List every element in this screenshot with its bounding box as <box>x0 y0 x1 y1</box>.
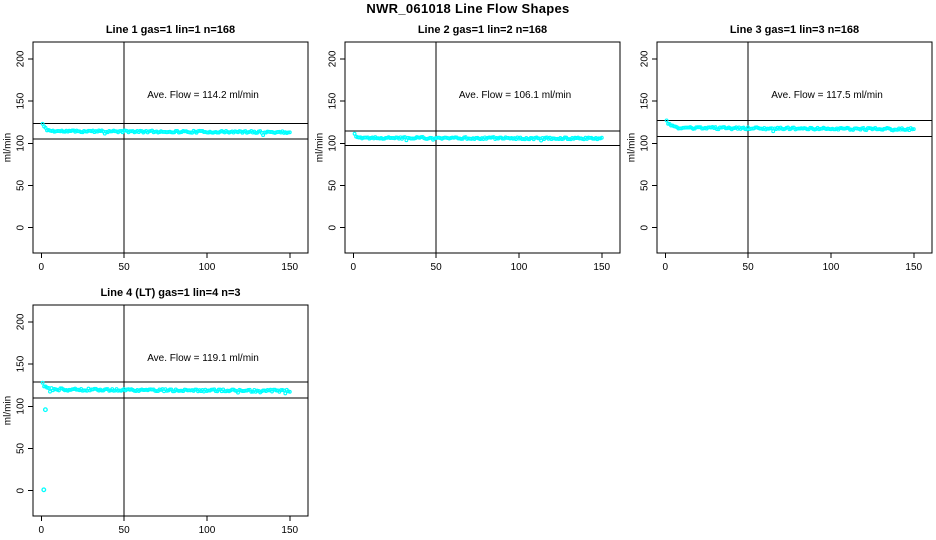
y-tick-label: 150 <box>16 355 27 372</box>
flow-points-line-4-lt <box>40 380 292 493</box>
subplot-title: Line 4 (LT) gas=1 lin=4 n=3 <box>100 287 240 299</box>
ave-flow-annotation: Ave. Flow = 106.1 ml/min <box>459 90 571 101</box>
x-tick-label: 150 <box>593 262 610 273</box>
y-tick-label: 100 <box>16 135 27 152</box>
subplot-line-1: 0 50 100 150 0 50 100 150 200 ml/min Line 1 gas=1 … <box>0 20 312 283</box>
x-tick-label: 150 <box>905 262 922 273</box>
x-tick-label: 150 <box>281 525 298 536</box>
x-tick-label: 50 <box>431 262 443 273</box>
y-tick-label: 0 <box>640 224 651 230</box>
ave-flow-annotation: Ave. Flow = 114.2 ml/min <box>147 90 259 101</box>
x-tick-label: 100 <box>199 525 216 536</box>
plot-box <box>32 41 309 254</box>
y-tick-label: 50 <box>328 179 339 191</box>
y-axis-label: ml/min <box>315 133 326 162</box>
flow-points-line-3 <box>664 118 916 134</box>
plot-svg-line-3: 0 50 100 150 0 50 100 150 200 ml/min Line 3 gas=1 … <box>627 24 933 273</box>
y-tick-label: 100 <box>328 135 339 152</box>
x-tick-label: 0 <box>39 525 45 536</box>
x-tick-label: 50 <box>119 525 131 536</box>
x-tick-label: 50 <box>743 262 755 273</box>
y-tick-label: 150 <box>16 92 27 109</box>
plot-svg-line-2: 0 50 100 150 0 50 100 150 200 ml/min Line 2 gas=1 … <box>315 24 621 273</box>
y-axis-label: ml/min <box>627 133 638 162</box>
y-tick-label: 50 <box>640 179 651 191</box>
plot-box <box>344 41 621 254</box>
x-tick-label: 0 <box>39 262 45 273</box>
y-tick-label: 100 <box>16 398 27 415</box>
y-axis-label: ml/min <box>3 133 14 162</box>
y-tick-label: 200 <box>16 313 27 330</box>
outlier-point <box>42 407 48 413</box>
y-axis-label: ml/min <box>3 396 14 425</box>
y-tick-label: 200 <box>640 50 651 67</box>
x-tick-label: 100 <box>823 262 840 273</box>
plot-svg-line-4-lt: 0 50 100 150 0 50 100 150 200 ml/min Line 4 (LT) g… <box>3 287 309 536</box>
y-tick-label: 0 <box>16 487 27 493</box>
plot-svg-line-1: 0 50 100 150 0 50 100 150 200 ml/min Line 1 gas=1 … <box>3 24 309 273</box>
y-tick-label: 50 <box>16 442 27 454</box>
y-tick-label: 200 <box>16 50 27 67</box>
y-tick-label: 100 <box>640 135 651 152</box>
y-tick-label: 200 <box>328 50 339 67</box>
x-tick-label: 100 <box>511 262 528 273</box>
y-tick-label: 0 <box>16 224 27 230</box>
y-tick-label: 150 <box>640 92 651 109</box>
y-tick-label: 0 <box>328 224 339 230</box>
plot-box <box>656 41 933 254</box>
figure-title: NWR_061018 Line Flow Shapes <box>366 1 570 16</box>
subplot-line-3: 0 50 100 150 0 50 100 150 200 ml/min Line 3 gas=1 … <box>624 20 936 283</box>
subplot-title: Line 1 gas=1 lin=1 n=168 <box>106 24 235 36</box>
flow-points-line-2 <box>352 131 604 143</box>
flow-points-line-1 <box>40 121 292 138</box>
plot-box <box>32 304 309 517</box>
x-tick-label: 0 <box>663 262 669 273</box>
ave-flow-annotation: Ave. Flow = 119.1 ml/min <box>147 353 259 364</box>
x-tick-label: 150 <box>281 262 298 273</box>
subplot-title: Line 3 gas=1 lin=3 n=168 <box>730 24 859 36</box>
y-tick-label: 150 <box>328 92 339 109</box>
subplot-line-4-lt: 0 50 100 150 0 50 100 150 200 ml/min Line 4 (LT) g… <box>0 283 312 540</box>
x-tick-label: 100 <box>199 262 216 273</box>
x-tick-label: 50 <box>119 262 131 273</box>
ave-flow-annotation: Ave. Flow = 117.5 ml/min <box>771 90 883 101</box>
outlier-point <box>41 487 47 493</box>
x-tick-label: 0 <box>351 262 357 273</box>
y-tick-label: 50 <box>16 179 27 191</box>
subplot-line-2: 0 50 100 150 0 50 100 150 200 ml/min Line 2 gas=1 … <box>312 20 624 283</box>
subplot-title: Line 2 gas=1 lin=2 n=168 <box>418 24 547 36</box>
